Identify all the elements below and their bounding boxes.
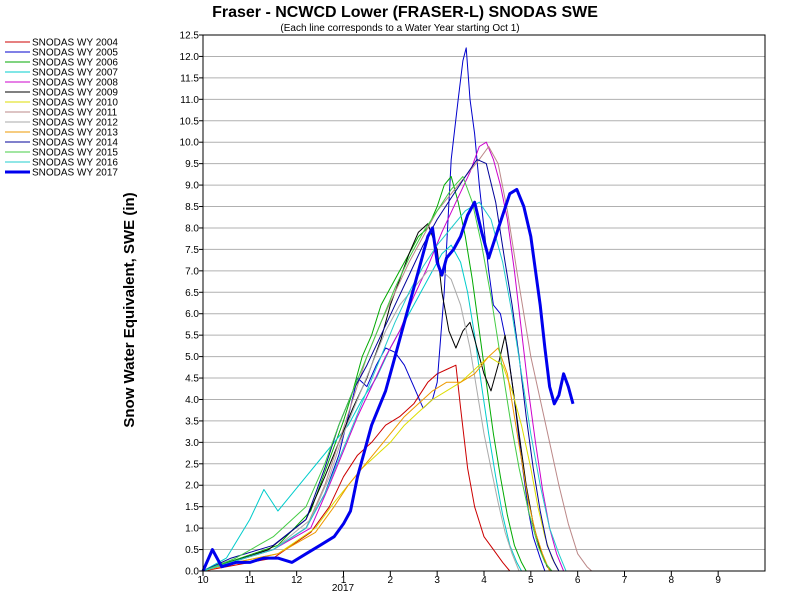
y-tick-label: 7.0	[185, 266, 199, 277]
legend-item: SNODAS WY 2015	[5, 148, 118, 159]
legend-label: SNODAS WY 2008	[32, 78, 118, 89]
series-line-snodas-wy-2011	[202, 146, 593, 572]
y-tick-label: 8.0	[185, 223, 199, 234]
plot-frame	[202, 34, 766, 572]
y-tick-label: 11.0	[180, 95, 199, 106]
series-line-snodas-wy-2016	[202, 201, 567, 572]
legend-item: SNODAS WY 2004	[5, 38, 118, 49]
legend-item: SNODAS WY 2014	[5, 138, 118, 149]
legend-item: SNODAS WY 2005	[5, 48, 118, 59]
y-tick-label: 3.5	[185, 416, 199, 427]
y-tick-label: 1.5	[185, 502, 199, 513]
legend-item: SNODAS WY 2009	[5, 88, 118, 99]
y-tick-label: 12.5	[180, 31, 200, 42]
y-tick-label: 6.0	[185, 309, 199, 320]
series-line-snodas-wy-2013	[202, 347, 551, 572]
legend-item: SNODAS WY 2012	[5, 118, 118, 129]
x-tick-label: 4	[481, 575, 487, 586]
series-line-snodas-wy-2014	[202, 158, 560, 572]
legend-label: SNODAS WY 2012	[32, 118, 118, 129]
legend-item: SNODAS WY 2017	[5, 168, 118, 179]
x-tick-label: 2	[388, 575, 394, 586]
legend-label: SNODAS WY 2014	[32, 138, 118, 149]
grid-layer	[203, 34, 765, 572]
legend-label: SNODAS WY 2013	[32, 128, 118, 139]
y-tick-label: 3.0	[185, 438, 199, 449]
x-tick-label: 12	[291, 575, 303, 586]
legend-item: SNODAS WY 2011	[5, 108, 118, 119]
legend-item: SNODAS WY 2016	[5, 158, 118, 169]
y-tick-label: 4.5	[185, 374, 199, 385]
legend-label: SNODAS WY 2016	[32, 158, 118, 169]
y-tick-label: 4.0	[185, 395, 199, 406]
series-line-snodas-wy-2010	[202, 356, 560, 572]
y-tick-label: 8.5	[185, 202, 199, 213]
legend-label: SNODAS WY 2005	[32, 48, 118, 59]
legend-label: SNODAS WY 2015	[32, 148, 118, 159]
series-line-snodas-wy-2012	[202, 270, 520, 572]
chart-subtitle: (Each line corresponds to a Water Year s…	[280, 23, 519, 34]
x-tick-label: 9	[715, 575, 721, 586]
y-tick-layer: 0.0 0.5 1.0 1.5 2.0 2.5 3.0 3.5 4.0 4.5 5.0 5.5 6.0 6…	[180, 31, 203, 578]
series-line-snodas-wy-2005	[202, 47, 546, 572]
y-tick-label: 2.0	[185, 481, 199, 492]
chart-title: Fraser - NCWCD Lower (FRASER-L) SNODAS S…	[212, 4, 598, 21]
x-tick-label: 6	[575, 575, 581, 586]
series-line-snodas-wy-2006	[202, 176, 527, 572]
series-line-snodas-wy-2017	[201, 187, 575, 572]
y-tick-label: 10.0	[180, 138, 200, 149]
x-tick-label: 3	[434, 575, 440, 586]
y-tick-label: 5.0	[185, 352, 199, 363]
y-axis-label: Snow Water Equivalent, SWE (in)	[121, 192, 138, 427]
series-line-snodas-wy-2004	[202, 364, 511, 572]
y-tick-label: 7.5	[185, 245, 199, 256]
y-tick-label: 0.5	[185, 545, 199, 556]
x-tick-label: 11	[245, 575, 256, 586]
legend-label: SNODAS WY 2009	[32, 88, 118, 99]
legend-item: SNODAS WY 2010	[5, 98, 118, 109]
y-tick-label: 9.0	[185, 181, 199, 192]
x-tick-label: 1	[341, 575, 347, 586]
series-line-snodas-wy-2015	[202, 176, 553, 572]
legend-item: SNODAS WY 2008	[5, 78, 118, 89]
y-tick-label: 6.5	[185, 288, 199, 299]
legend-label: SNODAS WY 2007	[32, 68, 118, 79]
y-tick-label: 1.0	[185, 524, 199, 535]
series-line-snodas-wy-2008	[202, 141, 565, 572]
x-tick-label: 10	[197, 575, 209, 586]
series-line-snodas-wy-2009	[202, 223, 553, 572]
x-tick-layer: 10 11 12 1 2 3 4 5 6 7 8 9	[197, 571, 721, 586]
y-tick-label: 12.0	[180, 52, 200, 63]
x-tick-label: 7	[622, 575, 628, 586]
legend-item: SNODAS WY 2007	[5, 68, 118, 79]
legend-label: SNODAS WY 2011	[32, 108, 118, 119]
x-year-label: 2017	[332, 583, 355, 594]
x-tick-label: 8	[669, 575, 675, 586]
legend-label: SNODAS WY 2006	[32, 58, 118, 69]
legend-label: SNODAS WY 2004	[32, 38, 118, 49]
y-tick-label: 10.5	[180, 116, 200, 127]
legend-item: SNODAS WY 2013	[5, 128, 118, 139]
legend-label: SNODAS WY 2010	[32, 98, 118, 109]
series-layer	[201, 47, 593, 572]
series-line-snodas-wy-2007	[202, 244, 522, 572]
y-tick-label: 5.5	[185, 331, 199, 342]
y-tick-label: 0.0	[185, 567, 199, 578]
legend-item: SNODAS WY 2006	[5, 58, 118, 69]
y-tick-label: 11.5	[180, 73, 199, 84]
x-tick-label: 5	[528, 575, 534, 586]
y-tick-label: 2.5	[185, 459, 199, 470]
legend-label: SNODAS WY 2017	[32, 168, 118, 179]
y-tick-label: 9.5	[185, 159, 199, 170]
